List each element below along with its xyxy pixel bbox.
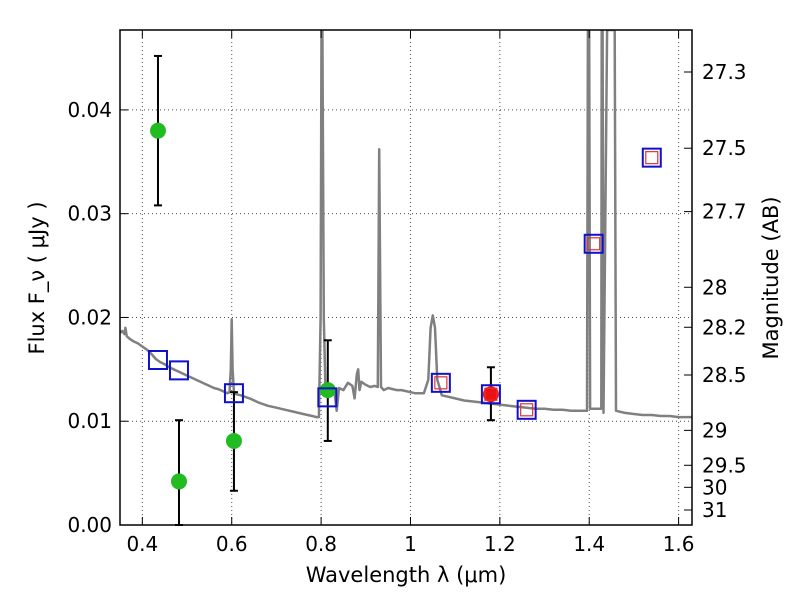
spectrum-line bbox=[120, 30, 692, 419]
right-tick-label: 28 bbox=[702, 275, 727, 299]
data-point bbox=[319, 382, 336, 399]
data-point bbox=[170, 473, 187, 490]
right-tick-label: 28.5 bbox=[702, 363, 747, 387]
synthetic-square bbox=[587, 237, 601, 251]
right-tick-label: 27.3 bbox=[702, 60, 747, 84]
plot-frame bbox=[119, 29, 693, 526]
model-square bbox=[430, 372, 451, 393]
synthetic-square bbox=[645, 151, 659, 165]
right-tick-label: 30 bbox=[702, 475, 727, 499]
spectrum-layer bbox=[120, 30, 692, 419]
right-axis-label: Magnitude (AB) bbox=[759, 196, 783, 359]
model-square bbox=[641, 147, 662, 168]
x-tick-label: 1.2 bbox=[484, 532, 516, 556]
tick-layer: 0.4 0.6 0.8 1 1.2 1.4 1.6 0.00 0.01 0.02 0.03 0.04 2… bbox=[67, 30, 747, 556]
model-square bbox=[583, 233, 604, 254]
x-tick-label: 1.4 bbox=[573, 532, 605, 556]
right-tick-label: 27.7 bbox=[702, 200, 747, 224]
synthetic-square bbox=[520, 403, 534, 417]
right-tick-label: 28.2 bbox=[702, 315, 747, 339]
points-layer bbox=[147, 54, 662, 526]
x-tick-label: 0.6 bbox=[216, 532, 248, 556]
right-tick-label: 27.5 bbox=[702, 136, 747, 160]
x-axis-label: Wavelength λ (μm) bbox=[306, 563, 507, 587]
y-tick-label: 0.01 bbox=[67, 409, 112, 433]
y-tick-label: 0.04 bbox=[67, 98, 112, 122]
model-square bbox=[480, 384, 501, 405]
data-point bbox=[225, 432, 242, 449]
x-tick-label: 0.8 bbox=[305, 532, 337, 556]
model-square bbox=[516, 399, 537, 420]
model-square bbox=[223, 383, 244, 404]
x-tick-label: 1 bbox=[404, 532, 417, 556]
right-tick-label: 31 bbox=[702, 498, 727, 522]
model-square bbox=[317, 387, 338, 408]
data-point bbox=[149, 122, 166, 139]
right-tick-label: 29.5 bbox=[702, 453, 747, 477]
synthetic-square bbox=[434, 376, 448, 390]
right-tick-label: 29 bbox=[702, 418, 727, 442]
synthetic-square bbox=[484, 387, 498, 401]
model-square bbox=[168, 360, 189, 381]
y-axis-label: Flux F_ν ( μJy ) bbox=[25, 201, 50, 354]
x-tick-label: 1.6 bbox=[663, 532, 695, 556]
data-point bbox=[482, 386, 499, 403]
y-tick-label: 0.03 bbox=[67, 202, 112, 226]
y-tick-label: 0.00 bbox=[67, 513, 112, 537]
x-tick-label: 0.4 bbox=[126, 532, 158, 556]
y-tick-label: 0.02 bbox=[67, 305, 112, 329]
model-square bbox=[147, 350, 168, 370]
